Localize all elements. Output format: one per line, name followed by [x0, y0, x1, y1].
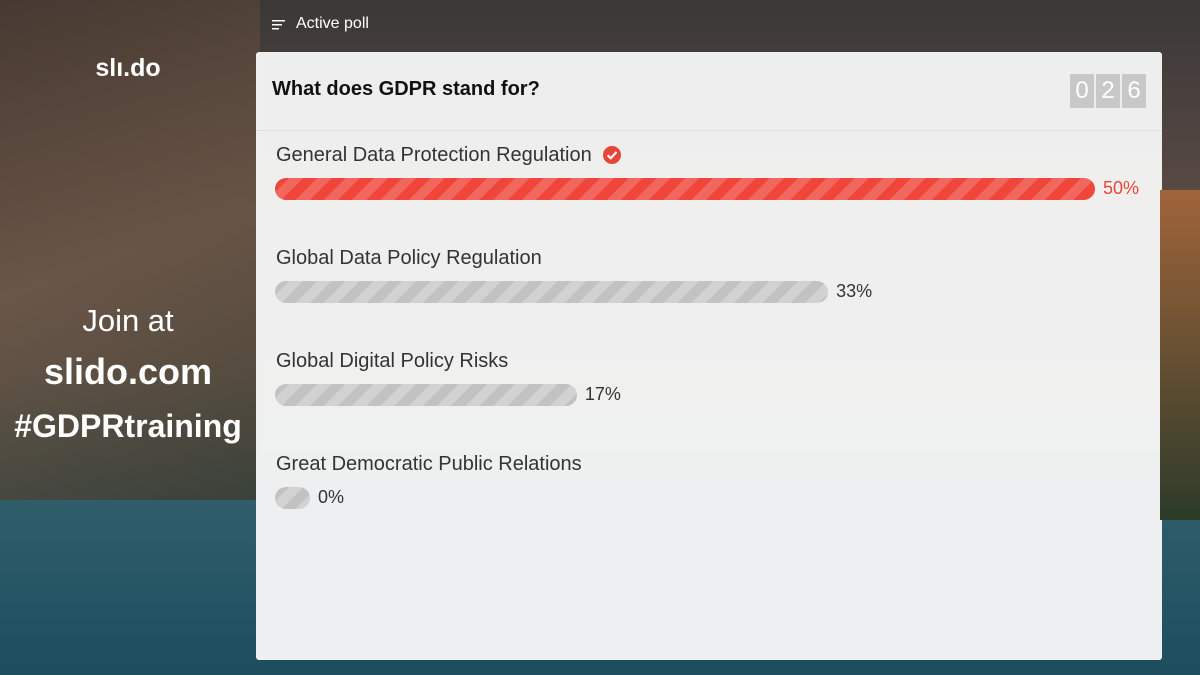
option-label: General Data Protection Regulation [276, 144, 621, 167]
join-url: slido.com [43, 351, 213, 392]
result-percent: 33% [836, 281, 873, 301]
result-bar [275, 178, 1095, 200]
join-text: Join at [82, 303, 174, 338]
result-percent: 17% [584, 384, 621, 404]
counter-digit: 6 [1122, 74, 1146, 108]
counter-digit: 2 [1096, 74, 1120, 108]
section-title: Active poll [296, 15, 369, 32]
hashtag: #GDPRtraining [14, 408, 242, 444]
correct-icon [602, 146, 621, 164]
option-label: Great Democratic Public Relations [276, 453, 582, 475]
option-label: Global Data Policy Regulation [276, 247, 542, 269]
result-percent: 0% [318, 487, 345, 507]
result-bar [275, 281, 829, 303]
counter-digit: 0 [1070, 74, 1094, 108]
result-percent: 50% [1103, 178, 1140, 198]
result-bar [275, 384, 577, 406]
poll-question: What does GDPR stand for? [272, 78, 540, 100]
logo: slı.do [95, 54, 161, 82]
result-bar [275, 487, 310, 509]
menu-icon [272, 20, 285, 30]
option-label: Global Digital Policy Risks [276, 350, 509, 372]
